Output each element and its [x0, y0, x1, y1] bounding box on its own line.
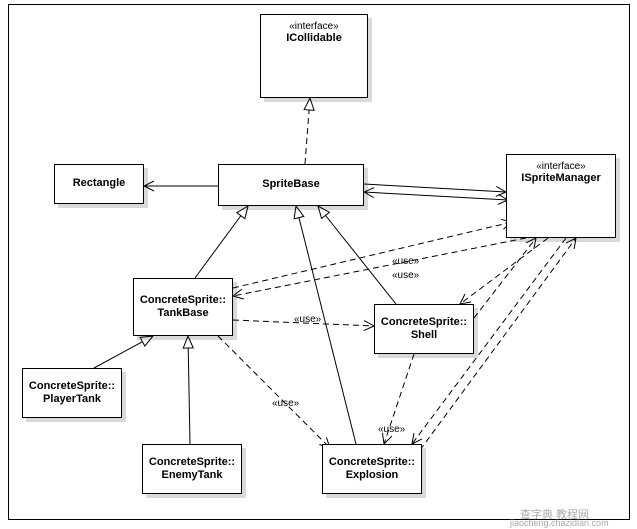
name: ConcreteSprite::EnemyTank	[149, 456, 235, 482]
name: SpriteBase	[262, 178, 319, 191]
edge-sh-mgr	[474, 238, 536, 318]
edge-label-tb-ex: «use»	[272, 398, 299, 409]
node-rectangle: Rectangle	[54, 164, 144, 204]
edge-label-mgr-tb: «use»	[392, 256, 419, 267]
node-ispritemanager: «interface» ISpriteManager	[506, 154, 616, 238]
stereo: «interface»	[536, 161, 585, 172]
node-icollidable: «interface» ICollidable	[260, 14, 368, 98]
node-shell: ConcreteSprite::Shell	[374, 304, 474, 354]
edge-sh-sb	[318, 206, 396, 304]
edge-tb-ex	[218, 336, 330, 448]
node-playertank: ConcreteSprite::PlayerTank	[22, 368, 122, 418]
name: ConcreteSprite::Shell	[381, 316, 467, 342]
edge-label-tb-sh: «use»	[294, 314, 321, 325]
edge-label-mgr-sh: «use»	[392, 270, 419, 281]
name: ConcreteSprite::PlayerTank	[29, 380, 115, 406]
node-spritebase: SpriteBase	[218, 164, 364, 206]
diagram-canvas: «interface» ICollidable «interface» ISpr…	[0, 0, 637, 529]
name: ICollidable	[286, 32, 342, 45]
edge-sb-icol	[305, 98, 310, 164]
edge-label-sh-ex: «use»	[378, 424, 405, 435]
edge-mgr-sb	[364, 192, 508, 200]
edge-tb-mgr	[233, 222, 512, 288]
watermark-sub: jiaocheng.chazidian.com	[510, 518, 609, 528]
edge-sb-mgr	[364, 184, 506, 192]
edge-tb-sb	[195, 206, 248, 278]
stereo: «interface»	[289, 21, 338, 32]
edge-et-tb	[188, 336, 190, 444]
edge-pt-tb	[94, 336, 153, 368]
watermark-sub-text: jiaocheng.chazidian.com	[510, 518, 609, 528]
name: ConcreteSprite::Explosion	[329, 456, 415, 482]
name: ISpriteManager	[521, 172, 600, 185]
node-explosion: ConcreteSprite::Explosion	[322, 444, 422, 494]
name: ConcreteSprite::TankBase	[140, 294, 226, 320]
node-tankbase: ConcreteSprite::TankBase	[133, 278, 233, 336]
node-enemytank: ConcreteSprite::EnemyTank	[142, 444, 242, 494]
name: Rectangle	[73, 177, 126, 190]
